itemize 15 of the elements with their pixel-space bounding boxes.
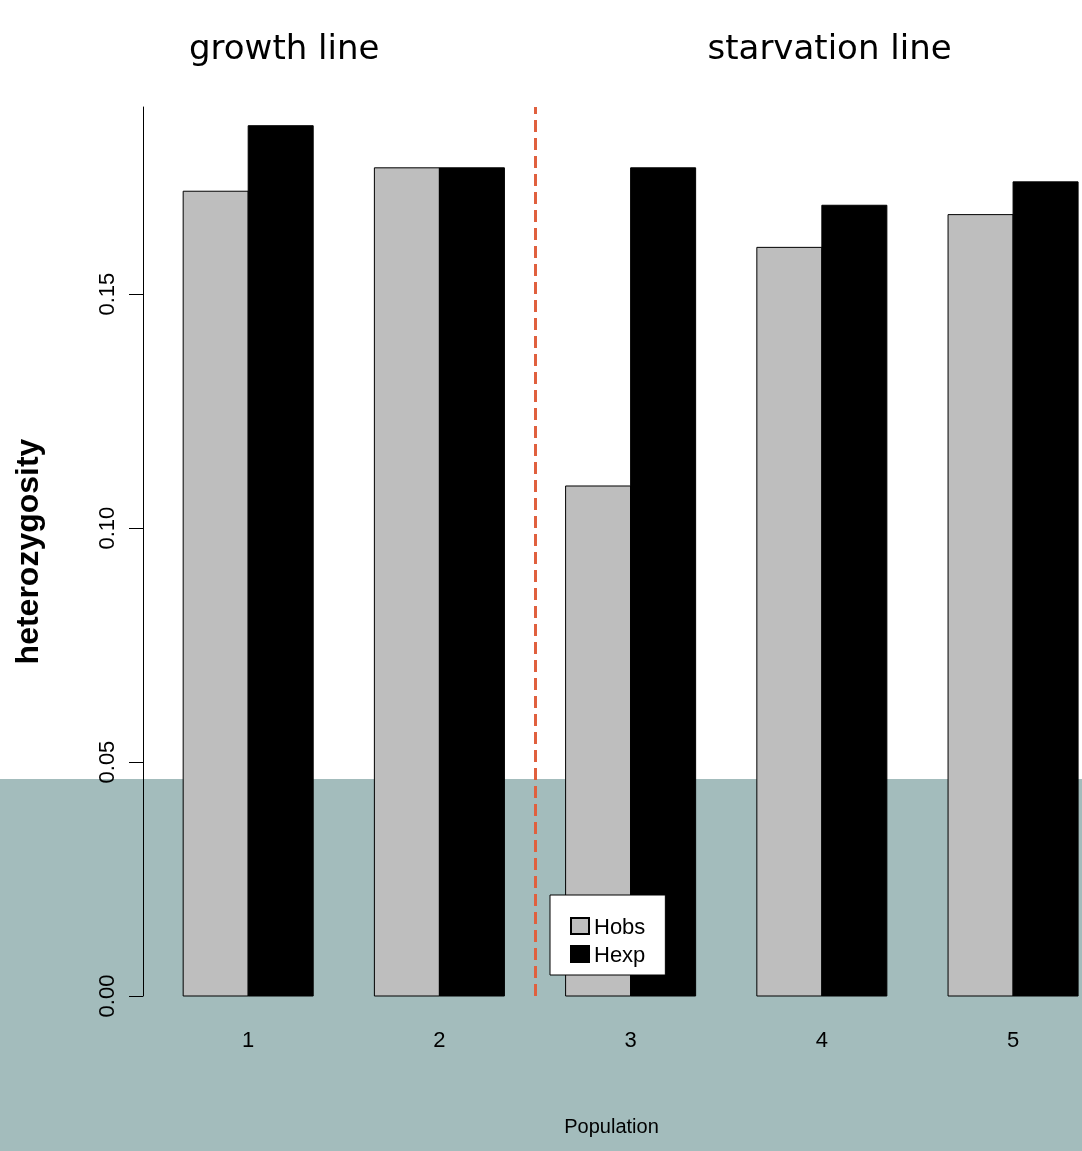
x-tick-label: 5 — [1006, 1026, 1020, 1052]
x-tick-label: 1 — [242, 1026, 255, 1052]
y-tick-label: 0.05 — [93, 740, 119, 784]
x-tick-label: 3 — [624, 1026, 637, 1052]
y-tick-label: 0.15 — [93, 272, 119, 316]
legend-label: Hexp — [594, 941, 646, 967]
x-tick-label: 2 — [433, 1026, 446, 1052]
y-tick-label: 0.10 — [93, 506, 119, 550]
x-tick-label: 4 — [815, 1026, 828, 1052]
y-axis-title: heterozygosity — [9, 438, 45, 665]
text: growth line — [189, 27, 380, 67]
text: starvation line — [707, 27, 952, 67]
y-tick-label: 0.00 — [93, 974, 119, 1018]
x-axis-title: Population — [564, 1115, 659, 1137]
legend-label: Hobs — [594, 913, 646, 939]
